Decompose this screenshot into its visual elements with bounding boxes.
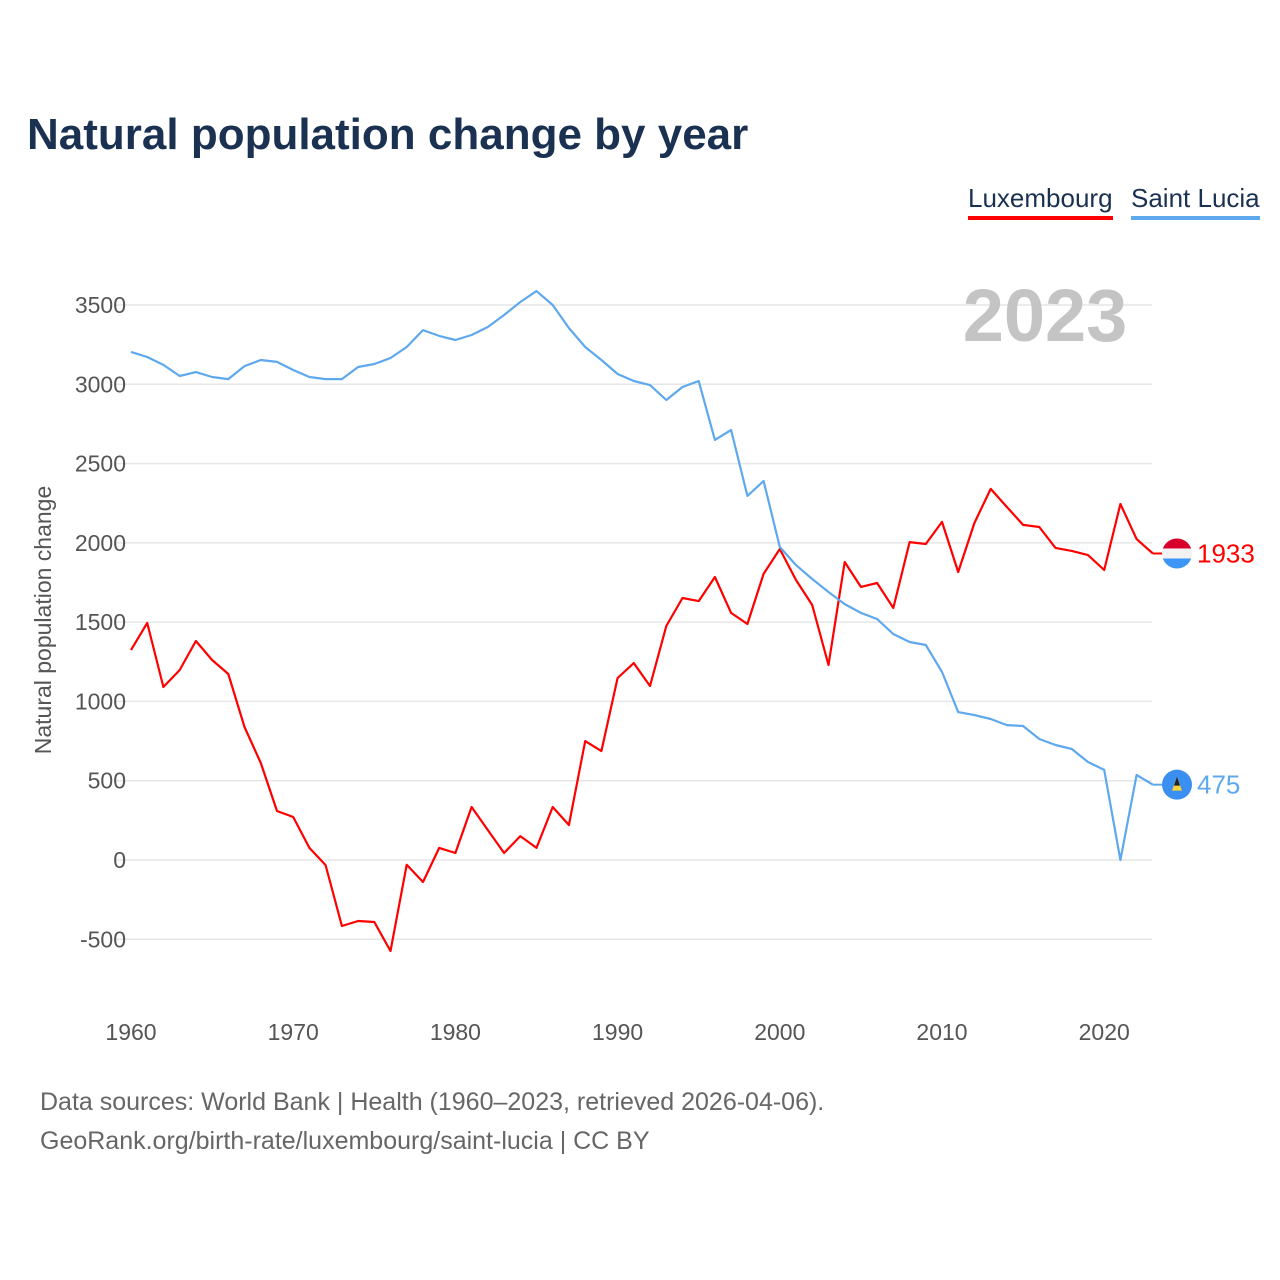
page-title: Natural population change by year [27, 110, 749, 159]
series-line-luxembourg [130, 487, 1154, 953]
x-tick-label: 1960 [105, 1019, 156, 1045]
y-axis-label: Natural population change [30, 486, 56, 755]
y-tick-label: 1500 [75, 609, 126, 635]
x-tick-label: 2010 [916, 1019, 967, 1045]
flag-icon-saint-lucia [1162, 769, 1192, 800]
x-tick-label: 1980 [430, 1019, 481, 1045]
end-value-label-luxembourg: 1933 [1197, 538, 1255, 568]
source-note: Data sources: World Bank | Health (1960–… [40, 1088, 825, 1116]
x-tick-label: 1990 [592, 1019, 643, 1045]
y-tick-label: 1000 [75, 688, 126, 714]
flag-stripe-white [1162, 548, 1192, 559]
y-tick-label: 3500 [75, 292, 126, 318]
y-tick-label: 2500 [75, 451, 126, 477]
y-tick-label: 500 [88, 768, 126, 794]
legend-item-luxembourg[interactable]: Luxembourg [968, 183, 1113, 220]
y-tick-label: -500 [80, 926, 126, 952]
end-value-label-saint-lucia: 475 [1197, 770, 1240, 800]
flag-stripe-blue [1162, 558, 1192, 569]
flag-triangle-black [1174, 776, 1180, 786]
y-tick-label: 3000 [75, 371, 126, 397]
flag-stripe-red [1162, 538, 1192, 549]
x-tick-label: 2020 [1079, 1019, 1130, 1045]
series-line-saint-lucia [130, 290, 1154, 862]
source-link[interactable]: GeoRank.org/birth-rate/luxembourg/saint-… [40, 1127, 650, 1155]
x-tick-label: 2000 [754, 1019, 805, 1045]
year-label: 2023 [963, 274, 1128, 357]
y-tick-label: 2000 [75, 530, 126, 556]
y-tick-label: 0 [113, 847, 126, 873]
legend-item-saint-lucia[interactable]: Saint Lucia [1131, 183, 1260, 220]
flag-icon-luxembourg [1162, 538, 1192, 569]
x-tick-label: 1970 [268, 1019, 319, 1045]
